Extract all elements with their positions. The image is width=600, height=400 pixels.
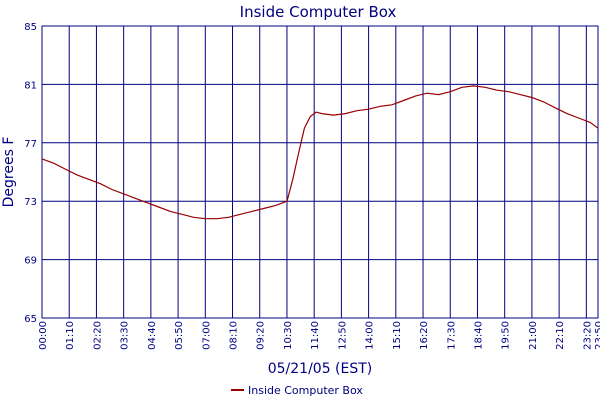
x-tick-label: 21:00 [528,321,539,350]
y-tick-label: 73 [24,197,37,208]
plot-frame [41,25,599,319]
x-tick-label: 23:20 [582,321,593,350]
x-tick-label: 18:40 [473,321,484,350]
x-tick-label: 15:10 [392,321,403,350]
x-tick-label: 16:20 [419,321,430,350]
y-tick-label: 69 [24,256,37,267]
x-tick-label: 19:50 [501,321,512,350]
x-tick-label: 08:10 [229,321,240,350]
legend-label: Inside Computer Box [248,384,363,397]
x-tick-label: 00:00 [38,321,49,350]
y-tick-label: 81 [24,80,37,91]
x-tick-label: 12:50 [337,321,348,350]
x-tick-label: 10:30 [283,321,294,350]
x-tick-label: 11:40 [310,321,321,350]
x-tick-label: 05:50 [174,321,185,350]
y-axis-label: Degrees F [1,137,17,208]
x-tick-label: 14:00 [365,321,376,350]
x-tick-label: 09:20 [256,321,267,350]
x-axis-label: 05/21/05 (EST) [268,361,373,377]
y-tick-label: 77 [24,139,37,150]
x-tick-label: 23:50 [594,321,600,350]
y-tick-label: 65 [24,314,37,325]
x-tick-label: 22:10 [555,321,566,350]
x-tick-label: 07:00 [201,321,212,350]
y-tick-label: 85 [24,22,37,33]
x-tick-label: 17:30 [446,321,457,350]
chart-title: Inside Computer Box [240,3,397,21]
legend: Inside Computer Box [231,384,363,397]
x-tick-label: 02:20 [92,321,103,350]
y-tick-labels: 65 69 73 77 81 85 [24,22,37,325]
x-tick-label: 04:40 [147,321,158,350]
x-tick-label: 03:30 [120,321,131,350]
x-tick-labels: 00:00 01:10 02:20 03:30 04:40 05:50 07:00 08:10… [38,321,600,350]
x-tick-label: 01:10 [65,321,76,350]
grid-lines [41,25,599,319]
series-line-inside-computer-box [41,85,599,220]
